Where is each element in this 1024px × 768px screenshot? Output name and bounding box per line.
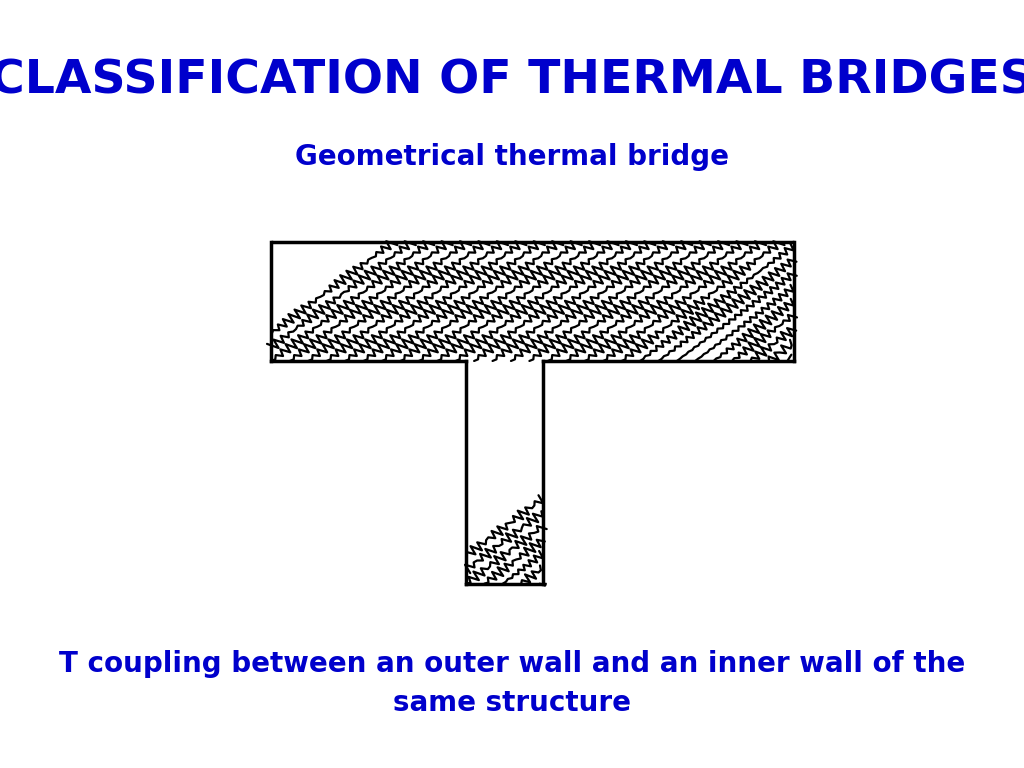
- Text: same structure: same structure: [393, 689, 631, 717]
- Text: CLASSIFICATION OF THERMAL BRIDGES: CLASSIFICATION OF THERMAL BRIDGES: [0, 58, 1024, 103]
- Bar: [466, 361, 543, 584]
- Bar: [271, 242, 794, 361]
- Text: Geometrical thermal bridge: Geometrical thermal bridge: [295, 144, 729, 171]
- Text: T coupling between an outer wall and an inner wall of the: T coupling between an outer wall and an …: [58, 650, 966, 678]
